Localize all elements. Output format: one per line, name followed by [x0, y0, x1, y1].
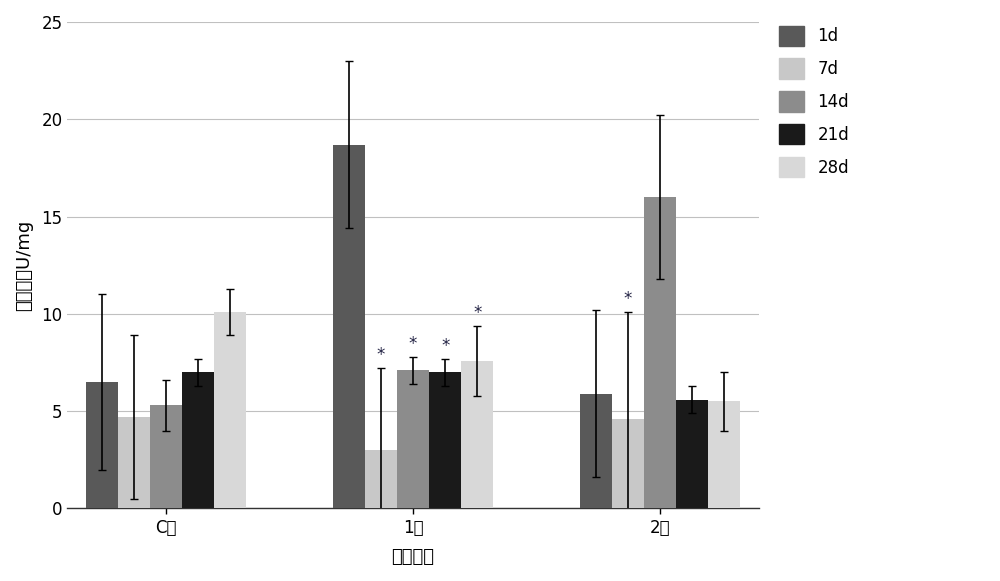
Bar — [461, 361, 493, 508]
Bar — [214, 312, 246, 508]
Bar — [118, 417, 150, 508]
Bar — [365, 450, 397, 508]
Text: *: * — [377, 346, 385, 364]
Bar — [182, 372, 214, 508]
Legend: 1d, 7d, 14d, 21d, 28d: 1d, 7d, 14d, 21d, 28d — [774, 20, 854, 182]
Bar — [644, 197, 676, 508]
Bar — [612, 419, 644, 508]
Bar — [580, 394, 612, 508]
Bar — [397, 370, 429, 508]
Text: *: * — [473, 304, 481, 322]
Bar — [86, 382, 118, 508]
Bar — [429, 372, 461, 508]
Text: *: * — [624, 290, 632, 308]
Y-axis label: 胰蛋白酶U/mg: 胰蛋白酶U/mg — [15, 220, 33, 311]
X-axis label: 分组名称: 分组名称 — [392, 548, 435, 566]
Bar — [150, 406, 182, 508]
Text: *: * — [409, 335, 417, 353]
Bar — [708, 401, 740, 508]
Text: *: * — [441, 337, 449, 355]
Bar — [676, 400, 708, 508]
Bar — [333, 145, 365, 508]
